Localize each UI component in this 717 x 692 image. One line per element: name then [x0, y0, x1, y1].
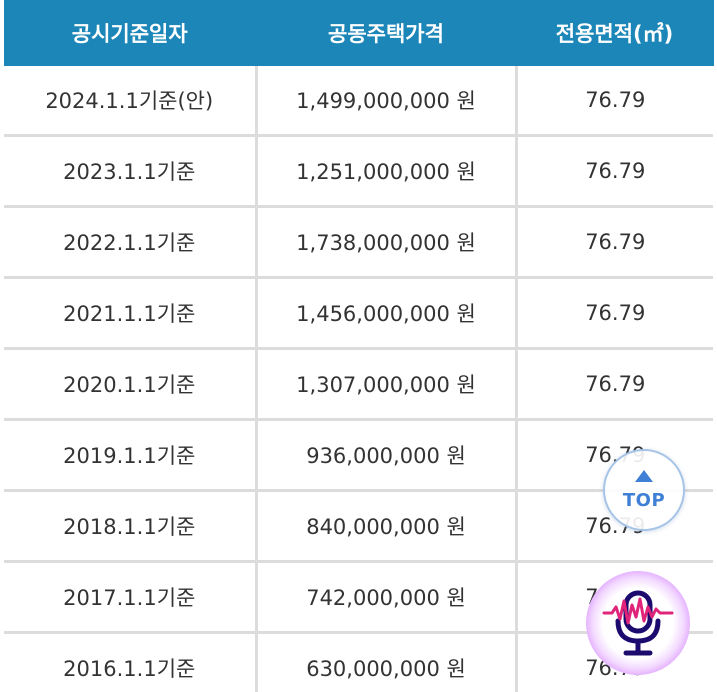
table-row: 2023.1.1기준 1,251,000,000 원 76.79 [4, 135, 713, 208]
cell-price: 1,307,000,000 원 [256, 348, 518, 421]
cell-date: 2018.1.1기준 [4, 490, 258, 563]
cell-price: 1,251,000,000 원 [256, 135, 518, 208]
cell-price: 742,000,000 원 [256, 561, 518, 634]
table-body: 2024.1.1기준(안) 1,499,000,000 원 76.79 2023… [4, 66, 713, 692]
cell-date: 2024.1.1기준(안) [4, 66, 258, 137]
cell-date: 2020.1.1기준 [4, 348, 258, 421]
cell-area: 76.79 [516, 206, 713, 279]
header-area: 전용면적(㎡) [516, 0, 714, 66]
top-button-label: TOP [622, 489, 666, 511]
table-row: 2021.1.1기준 1,456,000,000 원 76.79 [4, 277, 713, 350]
header-date: 공시기준일자 [4, 0, 257, 66]
cell-price: 840,000,000 원 [256, 490, 518, 563]
cell-price: 1,738,000,000 원 [256, 206, 518, 279]
cell-date: 2022.1.1기준 [4, 206, 258, 279]
cell-area: 76.79 [516, 66, 713, 137]
header-price: 공동주택가격 [256, 0, 517, 66]
cell-price: 1,499,000,000 원 [256, 66, 518, 137]
cell-area: 76.79 [516, 348, 713, 421]
cell-date: 2021.1.1기준 [4, 277, 258, 350]
table-row: 2020.1.1기준 1,307,000,000 원 76.79 [4, 348, 713, 421]
table-row: 2024.1.1기준(안) 1,499,000,000 원 76.79 [4, 66, 713, 137]
cell-date: 2023.1.1기준 [4, 135, 258, 208]
cell-price: 1,456,000,000 원 [256, 277, 518, 350]
cell-area: 76.79 [516, 277, 713, 350]
cell-price: 936,000,000 원 [256, 419, 518, 492]
scroll-to-top-button[interactable]: TOP [603, 449, 685, 531]
table-row: 2022.1.1기준 1,738,000,000 원 76.79 [4, 206, 713, 279]
apartment-price-table: 공시기준일자 공동주택가격 전용면적(㎡) 2024.1.1기준(안) 1,49… [4, 0, 714, 692]
cell-area: 76.79 [516, 135, 713, 208]
up-triangle-icon [635, 469, 653, 482]
cell-date: 2016.1.1기준 [4, 632, 258, 692]
cell-date: 2017.1.1기준 [4, 561, 258, 634]
cell-date: 2019.1.1기준 [4, 419, 258, 492]
microphone-icon [602, 590, 674, 656]
table-header: 공시기준일자 공동주택가격 전용면적(㎡) [4, 0, 714, 66]
voice-search-button[interactable] [586, 571, 690, 675]
cell-price: 630,000,000 원 [256, 632, 518, 692]
